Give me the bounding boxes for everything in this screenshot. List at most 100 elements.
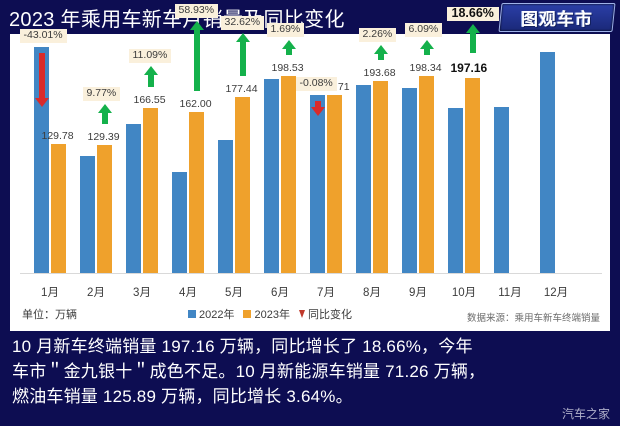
square-swatch-icon <box>243 310 252 318</box>
bar-2022[interactable] <box>218 140 233 273</box>
arrow-head <box>310 106 325 116</box>
bar-2022[interactable] <box>172 171 187 273</box>
bar-group <box>172 43 204 273</box>
bar-value-label-2023: 177.44 <box>225 83 258 96</box>
bar-2023[interactable] <box>465 77 480 273</box>
bar-2023[interactable] <box>419 76 434 273</box>
yoy-down-arrow-icon <box>310 100 325 116</box>
arrow-head <box>465 23 480 33</box>
yoy-percent-label: 11.09% <box>128 49 172 64</box>
legend-label-2023: 2023年 <box>254 309 290 321</box>
x-axis-tick: 12月 <box>543 287 569 299</box>
yoy-percent-label: 1.69% <box>266 23 305 38</box>
x-axis-tick: 4月 <box>179 287 197 299</box>
bar-value-label-2023: 198.34 <box>409 62 442 75</box>
bar-value-label-2023: 166.55 <box>133 93 166 106</box>
square-swatch-icon <box>188 310 196 318</box>
bar-group <box>402 43 434 273</box>
bar-2022[interactable] <box>540 51 555 273</box>
bar-value-label-2023: 193.68 <box>363 67 396 79</box>
bar-group <box>126 43 158 273</box>
yoy-up-arrow-icon <box>97 104 112 124</box>
arrow-stem <box>285 49 292 56</box>
x-axis-tick: 3月 <box>133 287 151 299</box>
chart-plot-area: 129.78 -43.01% 129.39 9.77% 166.55 11.09% 162.… <box>10 3 610 284</box>
yoy-percent-label: 58.93% <box>174 3 219 18</box>
yoy-up-arrow-icon <box>235 32 250 77</box>
bar-2022[interactable] <box>448 108 463 273</box>
footer-line-1: 10 月新车终端销量 197.16 万辆，同比增长了 18.66%，今年 <box>12 337 473 356</box>
bar-2022[interactable] <box>264 79 279 273</box>
axis-baseline <box>20 273 602 274</box>
arrow-head <box>419 39 434 49</box>
bar-2022[interactable] <box>310 94 325 273</box>
yoy-percent-label: 2.26% <box>358 28 397 43</box>
bar-2023[interactable] <box>281 76 296 273</box>
brand-logo: 图观车市 <box>498 3 616 32</box>
arrow-head <box>373 45 388 54</box>
watermark: 汽车之家 <box>561 407 610 421</box>
x-axis-tick: 1月 <box>41 287 59 299</box>
bar-group <box>448 43 480 273</box>
bar-2022[interactable] <box>494 107 509 273</box>
arrow-stem <box>193 29 200 92</box>
x-axis-tick: 2月 <box>87 287 105 299</box>
down-arrow-icon <box>298 310 305 318</box>
bar-2022[interactable] <box>80 156 95 273</box>
yoy-up-arrow-icon <box>419 39 434 56</box>
chart-legend: 2022年 2023年 同比变化 <box>188 306 352 322</box>
footer-line-3: 燃油车销量 125.89 万辆，同比增长 3.64%。 <box>12 387 353 406</box>
yoy-down-arrow-icon <box>34 53 49 108</box>
yoy-percent-label: -0.08% <box>295 76 337 91</box>
x-axis-tick: 6月 <box>271 287 289 299</box>
bar-group <box>540 43 572 273</box>
x-axis-tick: 8月 <box>363 287 381 299</box>
bar-2023[interactable] <box>235 97 250 273</box>
yoy-percent-label: 6.09% <box>404 23 443 37</box>
bar-2023[interactable] <box>143 107 158 273</box>
bar-2023[interactable] <box>97 144 112 273</box>
unit-label: 单位：万辆 <box>22 309 77 321</box>
x-axis-tick: 7月 <box>317 287 335 299</box>
arrow-head <box>97 104 112 114</box>
bar-value-label-2023: 162.00 <box>179 98 212 111</box>
data-source-label: 数据来源：乘用车新车终端销量 <box>466 313 600 324</box>
bar-2023[interactable] <box>373 81 388 273</box>
arrow-head <box>281 40 296 50</box>
yoy-percent-label: 9.77% <box>82 87 121 102</box>
bar-group <box>356 43 388 273</box>
yoy-percent-label: -43.01% <box>19 29 67 44</box>
yoy-percent-label: 32.62% <box>220 15 265 30</box>
header: 2023 年乘用车新车月销量及同比变化 图观车市 <box>0 0 620 34</box>
arrow-stem <box>101 113 108 124</box>
bar-group <box>264 43 296 273</box>
yoy-percent-label: 18.66% <box>446 7 499 21</box>
bar-2022[interactable] <box>126 124 141 273</box>
legend-item-yoy: 同比变化 <box>298 306 352 322</box>
yoy-up-arrow-icon <box>465 23 480 53</box>
arrow-stem <box>377 54 384 60</box>
yoy-up-arrow-icon <box>281 40 296 56</box>
legend-item-2023: 2023年 <box>243 306 290 322</box>
yoy-up-arrow-icon <box>373 45 388 60</box>
arrow-stem <box>38 53 45 99</box>
x-axis: 1月 2月 3月 4月 5月 6月 7月 8月 9月 10月 11月 12月 <box>10 284 610 304</box>
bar-2022[interactable] <box>356 85 371 273</box>
bar-2022[interactable] <box>402 87 417 273</box>
arrow-head <box>143 66 158 76</box>
bar-value-label-2023: 129.78 <box>41 130 74 143</box>
chart-card: 129.78 -43.01% 129.39 9.77% 166.55 11.09% 162.… <box>10 3 610 331</box>
arrow-stem <box>423 48 430 56</box>
bar-2023[interactable] <box>189 112 204 273</box>
bar-2023[interactable] <box>51 144 66 273</box>
arrow-stem <box>239 41 246 77</box>
yoy-up-arrow-icon <box>189 20 204 92</box>
legend-label-yoy: 同比变化 <box>307 309 352 321</box>
yoy-up-arrow-icon <box>143 66 158 87</box>
bar-2023[interactable] <box>327 94 342 273</box>
bar-value-label-2023: 198.53 <box>271 62 304 75</box>
x-axis-tick: 10月 <box>451 287 477 299</box>
bar-group <box>494 43 526 273</box>
arrow-head <box>235 32 250 42</box>
